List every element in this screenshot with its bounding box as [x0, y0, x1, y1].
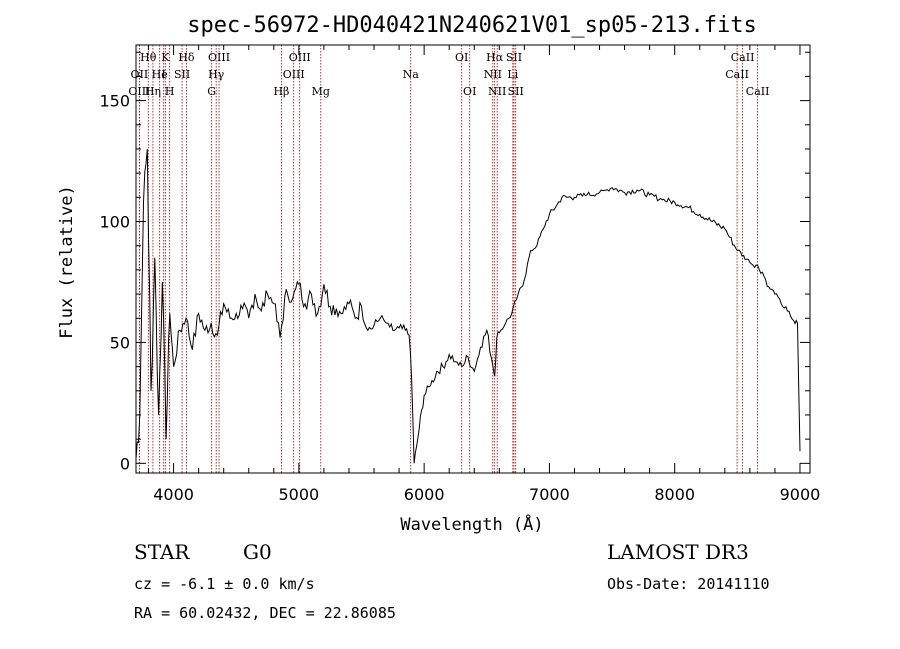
x-tick-label: 8000: [654, 485, 695, 504]
line-marker-label: NII: [484, 68, 502, 81]
line-marker-label: CaII: [725, 68, 749, 81]
x-tick-label: 4000: [153, 485, 194, 504]
line-marker-label: Hβ: [273, 85, 289, 98]
line-marker-label: I: [162, 68, 166, 81]
line-marker-label: CaII: [731, 51, 755, 64]
x-tick-label: 9000: [780, 485, 821, 504]
line-marker-label: Hη: [145, 85, 161, 98]
object-type: STAR: [134, 540, 190, 564]
line-marker-label: G: [207, 85, 216, 98]
obs-date: Obs-Date: 20141110: [607, 575, 770, 593]
line-marker-label: SII: [508, 85, 524, 98]
survey-label: LAMOST DR3: [607, 540, 749, 564]
y-tick-label: 50: [110, 333, 130, 352]
plot-frame: [135, 44, 811, 474]
line-marker-label: Mg: [312, 85, 330, 98]
y-axis-label: Flux (relative): [57, 185, 77, 339]
redshift-label: cz = -6.1 ± 0.0 km/s: [134, 575, 315, 593]
flux-series-line: [135, 148, 801, 464]
line-marker-label: OI: [463, 85, 476, 98]
x-tick-label: 6000: [404, 485, 445, 504]
line-marker-label: Hδ: [178, 51, 195, 64]
line-marker-label: Hγ: [208, 68, 225, 81]
line-marker-label: OIII: [283, 68, 305, 81]
line-marker-label: CaII: [746, 85, 770, 98]
line-marker-label: Li: [507, 68, 518, 81]
y-axis-ticks: 0 50 100 150: [99, 51, 810, 473]
y-tick-label: 100: [99, 213, 130, 232]
line-marker-label: H: [165, 85, 175, 98]
x-axis-label: Wavelength (Å): [400, 513, 543, 535]
line-marker-label: OII: [131, 68, 149, 81]
line-marker-label: OIII: [128, 85, 150, 98]
line-marker-label: NII: [488, 85, 506, 98]
subclass: G0: [243, 540, 272, 564]
x-tick-label: 5000: [279, 485, 320, 504]
line-marker-label: OIII: [208, 51, 230, 64]
x-tick-label: 7000: [529, 485, 570, 504]
line-marker-label: SII: [506, 51, 522, 64]
line-marker-label: OI: [455, 51, 468, 64]
coordinates: RA = 60.02432, DEC = 22.86085: [134, 604, 396, 622]
chart-title: spec-56972-HD040421N240621V01_sp05-213.f…: [187, 13, 757, 38]
line-marker-label: Na: [403, 68, 420, 81]
x-axis-ticks: 4000 5000 6000 7000 8000 9000: [148, 45, 821, 504]
line-marker-label: OIII: [289, 51, 311, 64]
line-marker-label: K: [161, 51, 170, 64]
y-tick-label: 150: [99, 92, 130, 111]
line-marker-label: Hα: [486, 51, 504, 64]
line-marker-label: SII: [174, 68, 190, 81]
line-marker-label: He: [152, 68, 168, 81]
line-marker-label: Hθ: [140, 51, 157, 64]
y-tick-label: 0: [120, 454, 130, 473]
